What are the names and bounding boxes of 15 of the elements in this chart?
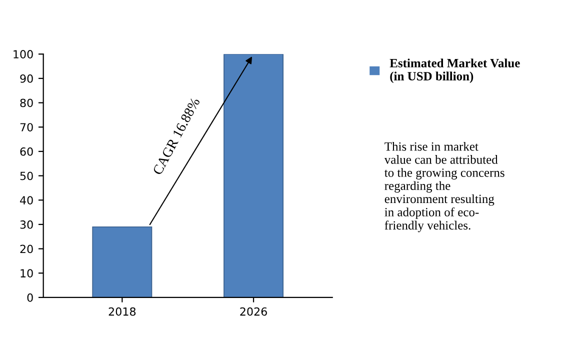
y-tick-label: 50 xyxy=(20,172,33,180)
x-tick-label: 2018 xyxy=(108,307,136,316)
y-tick-label: 30 xyxy=(20,220,33,229)
x-tick-label: 2026 xyxy=(240,307,267,316)
y-tick-label: 100 xyxy=(14,50,33,58)
text: This rise in market value can be attributed to the growing concerns regarding the environment resulting in adoption of eco- friendly vehicles. xyxy=(384,142,504,232)
legend-label: Estimated Market Value (in USD billion) xyxy=(390,58,520,83)
y-tick-label: 80 xyxy=(20,98,33,108)
y-tick-label: 60 xyxy=(20,147,33,156)
y-tick-label: 40 xyxy=(20,196,33,204)
y-tick-label: 70 xyxy=(20,123,33,132)
y-tick-label: 10 xyxy=(20,269,33,278)
y-tick-label: 20 xyxy=(20,244,33,254)
y-tick-label: 90 xyxy=(20,74,33,83)
y-tick-label: 0 xyxy=(27,293,33,302)
